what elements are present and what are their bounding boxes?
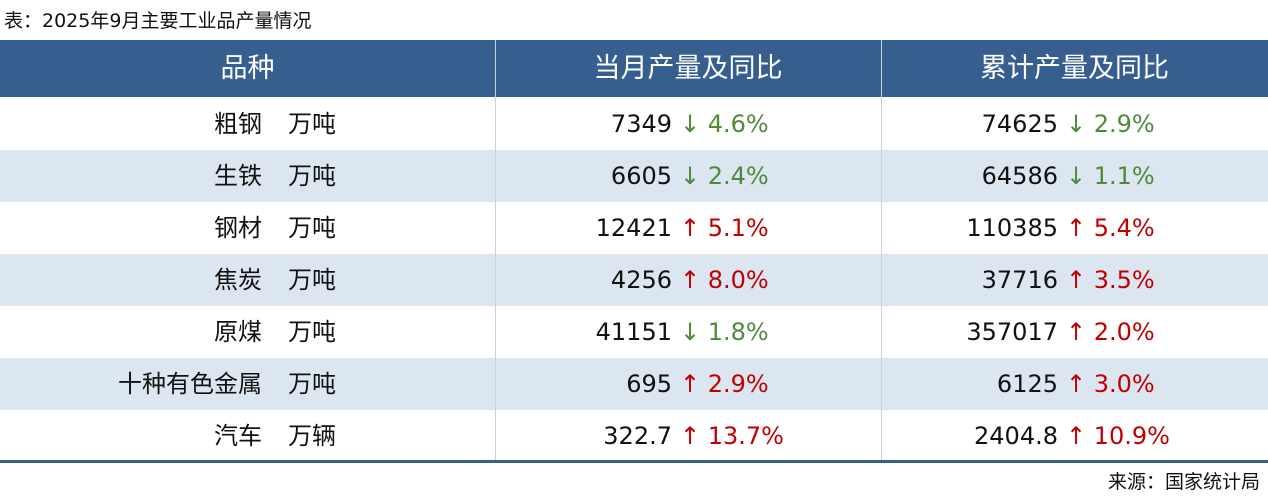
product-name: 十种有色金属 bbox=[118, 370, 262, 398]
table-row: 钢材 万吨 12421 ↑ 5.1% 110385 ↑ 5.4% bbox=[0, 202, 1268, 254]
table-row: 生铁 万吨 6605 ↓ 2.4% 64586 ↓ 1.1% bbox=[0, 150, 1268, 202]
header-cell: 累计产量及同比 bbox=[980, 53, 1169, 84]
unit: 万吨 bbox=[288, 214, 336, 242]
cumulative-output: 74625 bbox=[981, 110, 1058, 138]
unit: 万吨 bbox=[288, 318, 336, 346]
unit: 万辆 bbox=[288, 422, 336, 450]
cumulative-output: 64586 bbox=[981, 162, 1058, 190]
table-row: 粗钢 万吨 7349 ↓ 4.6% 74625 ↓ 2.9% bbox=[0, 98, 1268, 150]
month-output: 6605 bbox=[610, 162, 672, 190]
product-name: 粗钢 bbox=[214, 110, 262, 138]
cumulative-change: ↑ 10.9% bbox=[1066, 422, 1170, 450]
unit: 万吨 bbox=[288, 110, 336, 138]
product-name: 生铁 bbox=[214, 162, 262, 190]
month-change: ↑ 13.7% bbox=[680, 422, 784, 450]
cumulative-output: 6125 bbox=[996, 370, 1058, 398]
month-output: 4256 bbox=[610, 266, 672, 294]
header-cell: 品种 bbox=[220, 53, 275, 84]
source-note: 来源：国家统计局 bbox=[1107, 471, 1260, 493]
cumulative-change: ↑ 3.0% bbox=[1066, 370, 1155, 398]
month-change: ↑ 5.1% bbox=[680, 214, 769, 242]
cumulative-change: ↓ 1.1% bbox=[1066, 162, 1155, 190]
month-change: ↓ 2.4% bbox=[680, 162, 769, 190]
bottom-border bbox=[0, 460, 1268, 463]
table-row: 原煤 万吨 41151 ↓ 1.8% 357017 ↑ 2.0% bbox=[0, 306, 1268, 358]
table-row: 汽车 万辆 322.7 ↑ 13.7% 2404.8 ↑ 10.9% bbox=[0, 410, 1268, 462]
table-row: 十种有色金属 万吨 695 ↑ 2.9% 6125 ↑ 3.0% bbox=[0, 358, 1268, 410]
product-name: 焦炭 bbox=[214, 266, 262, 294]
table-title: 表：2025年9月主要工业品产量情况 bbox=[4, 10, 312, 32]
header-cell: 当月产量及同比 bbox=[593, 53, 783, 84]
month-output: 322.7 bbox=[603, 422, 672, 450]
month-change: ↓ 4.6% bbox=[680, 110, 769, 138]
cumulative-output: 110385 bbox=[966, 214, 1058, 242]
table-row: 焦炭 万吨 4256 ↑ 8.0% 37716 ↑ 3.5% bbox=[0, 254, 1268, 306]
month-change: ↓ 1.8% bbox=[680, 318, 769, 346]
cumulative-change: ↑ 2.0% bbox=[1066, 318, 1155, 346]
month-output: 695 bbox=[626, 370, 672, 398]
cumulative-output: 357017 bbox=[966, 318, 1058, 346]
month-output: 7349 bbox=[610, 110, 672, 138]
month-change: ↑ 8.0% bbox=[680, 266, 769, 294]
cumulative-change: ↑ 3.5% bbox=[1066, 266, 1155, 294]
cumulative-change: ↓ 2.9% bbox=[1066, 110, 1155, 138]
month-output: 41151 bbox=[595, 318, 672, 346]
unit: 万吨 bbox=[288, 370, 336, 398]
product-name: 钢材 bbox=[214, 214, 262, 242]
cumulative-change: ↑ 5.4% bbox=[1066, 214, 1155, 242]
unit: 万吨 bbox=[288, 266, 336, 294]
cumulative-output: 37716 bbox=[981, 266, 1058, 294]
cumulative-output: 2404.8 bbox=[974, 422, 1058, 450]
column-divider bbox=[495, 40, 496, 461]
unit: 万吨 bbox=[288, 162, 336, 190]
product-name: 原煤 bbox=[214, 318, 262, 346]
header-row: 品种 当月产量及同比 累计产量及同比 bbox=[0, 40, 1268, 97]
month-output: 12421 bbox=[595, 214, 672, 242]
product-name: 汽车 bbox=[214, 422, 262, 450]
month-change: ↑ 2.9% bbox=[680, 370, 769, 398]
column-divider bbox=[881, 40, 882, 461]
